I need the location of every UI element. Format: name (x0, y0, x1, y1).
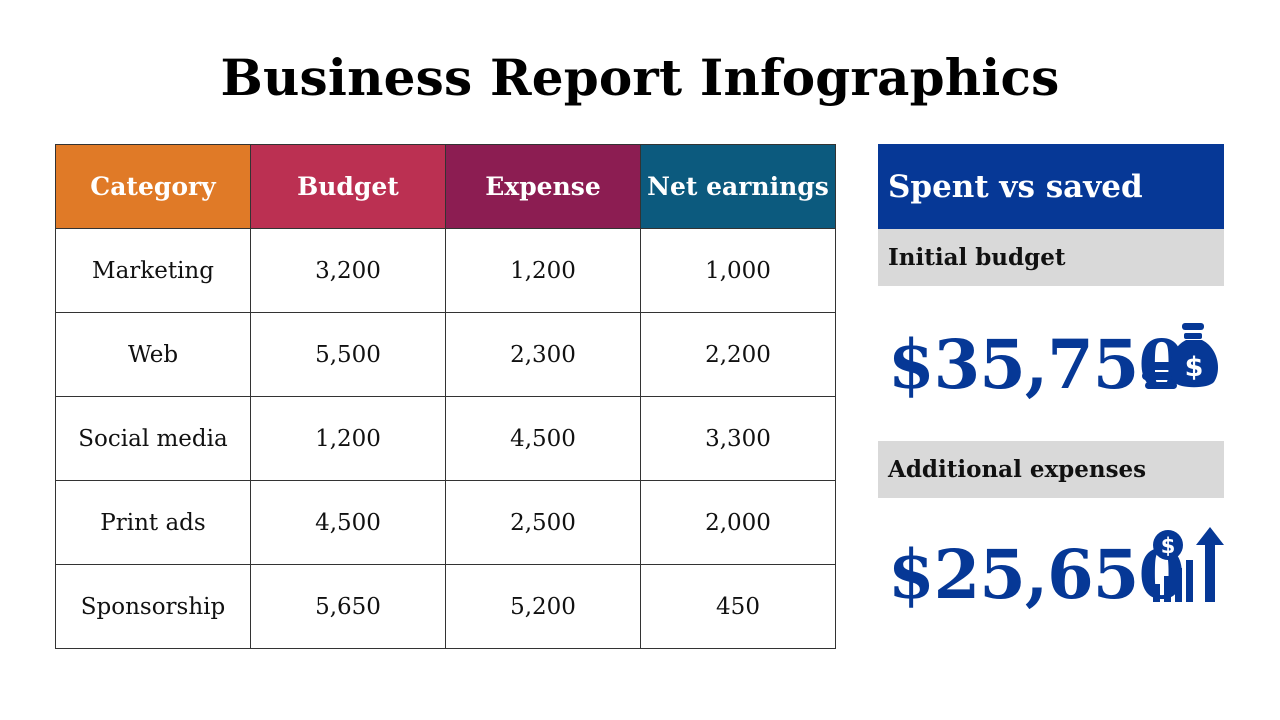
cell-net-earnings: 2,000 (640, 480, 836, 565)
table-header-row: Category Budget Expense Net earnings (55, 144, 836, 229)
spent-vs-saved-header: Spent vs saved (878, 144, 1224, 229)
svg-text:$: $ (1161, 534, 1176, 558)
header-budget: Budget (250, 144, 446, 229)
header-category: Category (55, 144, 251, 229)
cell-budget: 5,650 (250, 564, 446, 649)
table-row: Marketing 3,200 1,200 1,000 (55, 228, 836, 313)
cell-expense: 5,200 (445, 564, 641, 649)
cell-net-earnings: 450 (640, 564, 836, 649)
initial-budget-amount: $35,750 (888, 325, 1185, 404)
cell-budget: 5,500 (250, 312, 446, 397)
cell-budget: 3,200 (250, 228, 446, 313)
cell-budget: 1,200 (250, 396, 446, 481)
header-expense: Expense (445, 144, 641, 229)
page-title: Business Report Infographics (220, 48, 1060, 107)
cell-category: Marketing (55, 228, 251, 313)
dollar-growth-chart-icon: $ (1153, 527, 1224, 602)
additional-expenses-label: Additional expenses (878, 441, 1224, 498)
table-row: Web 5,500 2,300 2,200 (55, 312, 836, 397)
cell-category: Web (55, 312, 251, 397)
additional-expenses-amount: $25,650 (888, 535, 1185, 614)
cell-category: Print ads (55, 480, 251, 565)
table-row: Social media 1,200 4,500 3,300 (55, 396, 836, 481)
cell-category: Sponsorship (55, 564, 251, 649)
cell-expense: 4,500 (445, 396, 641, 481)
cell-net-earnings: 1,000 (640, 228, 836, 313)
cell-budget: 4,500 (250, 480, 446, 565)
header-net-earnings: Net earnings (640, 144, 836, 229)
cell-expense: 2,300 (445, 312, 641, 397)
svg-text:$: $ (1185, 352, 1204, 383)
money-bag-coins-icon: $ (1142, 323, 1218, 389)
cell-net-earnings: 2,200 (640, 312, 836, 397)
cell-expense: 1,200 (445, 228, 641, 313)
cell-category: Social media (55, 396, 251, 481)
table-row: Sponsorship 5,650 5,200 450 (55, 564, 836, 649)
cell-expense: 2,500 (445, 480, 641, 565)
table-row: Print ads 4,500 2,500 2,000 (55, 480, 836, 565)
cell-net-earnings: 3,300 (640, 396, 836, 481)
initial-budget-label: Initial budget (878, 229, 1224, 286)
report-table: Category Budget Expense Net earnings Mar… (55, 144, 836, 649)
